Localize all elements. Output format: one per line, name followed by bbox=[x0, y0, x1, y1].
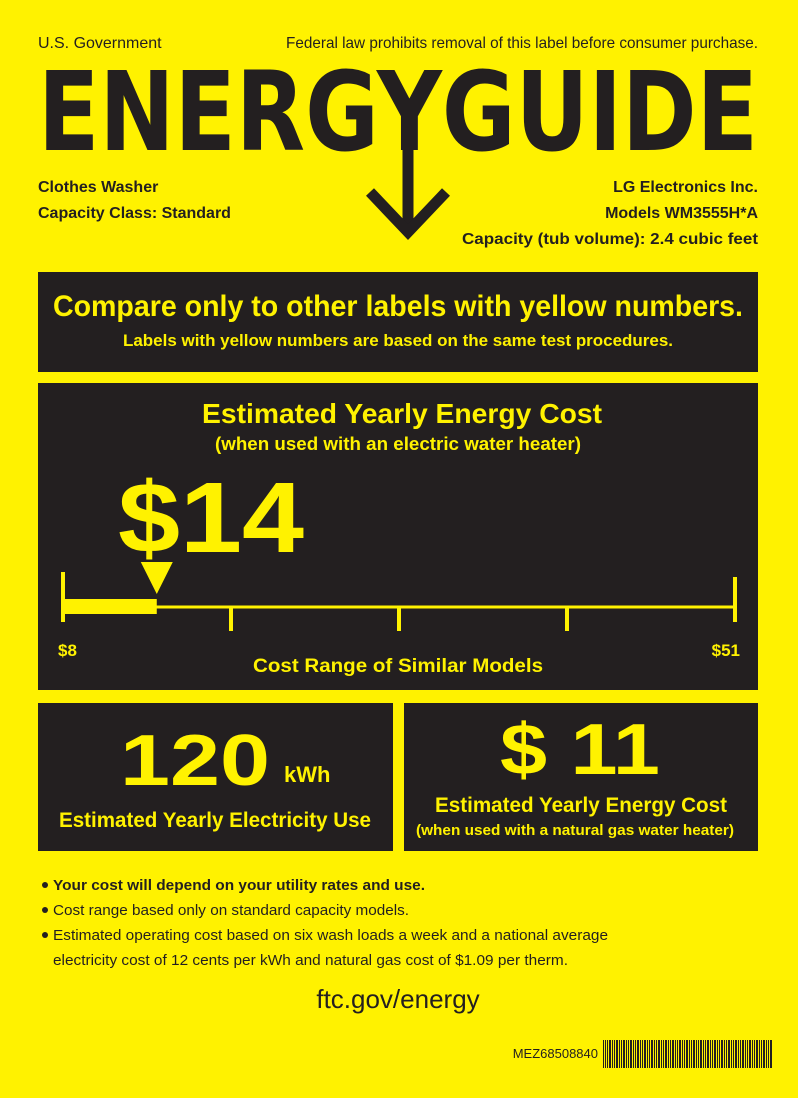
bullet bbox=[42, 882, 48, 888]
cost-panel bbox=[38, 383, 758, 690]
capacity-class: Capacity Class: Standard bbox=[38, 205, 231, 222]
government: U.S. Government bbox=[38, 35, 162, 52]
capacity: Capacity (tub volume): 2.4 cubic feet bbox=[462, 231, 759, 248]
cost-scale bbox=[61, 562, 737, 631]
compare-heading: Compare only to other labels with yellow… bbox=[53, 290, 743, 323]
range-caption: Cost Range of Similar Models bbox=[253, 656, 543, 677]
compare-panel bbox=[38, 272, 758, 372]
gas-subcaption: (when used with a natural gas water heat… bbox=[416, 822, 734, 839]
electricity-unit: kWh bbox=[284, 762, 330, 787]
notice: Federal law prohibits removal of this la… bbox=[286, 35, 758, 52]
gas-value: $ 11 bbox=[500, 710, 660, 790]
barcode bbox=[603, 1040, 773, 1068]
note: Estimated operating cost based on six wa… bbox=[53, 927, 608, 944]
gas-caption: Estimated Yearly Energy Cost bbox=[435, 794, 727, 817]
note: Cost range based only on standard capaci… bbox=[53, 902, 409, 919]
gas-panel bbox=[404, 703, 758, 851]
electricity-caption: Estimated Yearly Electricity Use bbox=[59, 809, 371, 832]
title: ENERGYGUIDE bbox=[38, 48, 758, 176]
compare-subheading: Labels with yellow numbers are based on … bbox=[123, 331, 673, 350]
model: Models WM3555H*A bbox=[605, 205, 758, 222]
url: ftc.gov/energy bbox=[316, 984, 479, 1014]
arrow bbox=[366, 145, 450, 240]
range-min: $8 bbox=[58, 641, 77, 660]
product-type: Clothes Washer bbox=[38, 179, 158, 196]
bullet bbox=[42, 907, 48, 913]
part-number: MEZ68508840 bbox=[513, 1046, 598, 1061]
cost-heading: Estimated Yearly Energy Cost bbox=[202, 398, 602, 429]
range-max: $51 bbox=[712, 641, 740, 660]
notes: Your cost will depend on your utility ra… bbox=[42, 877, 608, 969]
electricity-panel bbox=[38, 703, 393, 851]
bullet bbox=[42, 932, 48, 938]
electricity-value: 120 bbox=[120, 721, 270, 801]
cost-value: $14 bbox=[118, 462, 304, 574]
cost-marker bbox=[140, 562, 173, 594]
cost-bar bbox=[63, 599, 157, 614]
manufacturer: LG Electronics Inc. bbox=[613, 179, 758, 196]
cost-subheading: (when used with an electric water heater… bbox=[215, 434, 581, 454]
note: Your cost will depend on your utility ra… bbox=[53, 877, 425, 894]
note: electricity cost of 12 cents per kWh and… bbox=[53, 952, 568, 969]
